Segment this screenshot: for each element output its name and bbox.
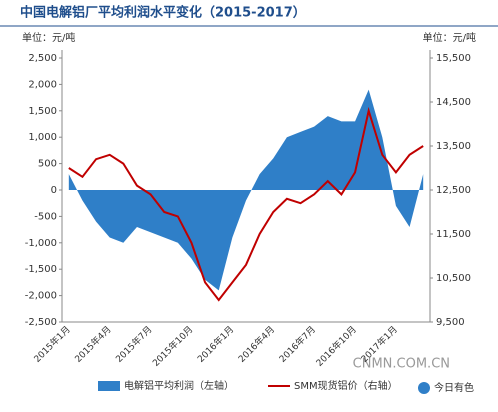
chart-title: 中国电解铝厂平均利润水平变化（2015-2017） — [20, 5, 306, 21]
legend-swatch — [98, 381, 120, 391]
annotation: 2017年第一季度受铝价回落影响铝厂利润缩水 — [86, 89, 291, 102]
y2-tick-label: 11,500 — [436, 229, 471, 240]
source-icon — [418, 382, 430, 394]
x-tick-label: 2016年4月 — [236, 323, 277, 364]
watermark: CNMN.COM.CN — [353, 357, 450, 372]
profit-area — [68, 89, 424, 291]
y2-tick-label: 12,500 — [436, 185, 471, 196]
source: 今日有色 — [434, 381, 474, 394]
legend-label: 电解铝平均利润（左轴） — [124, 379, 234, 392]
y-tick-label: 1,500 — [28, 106, 57, 117]
y2-tick-label: 10,500 — [436, 273, 471, 284]
x-tick-label: 2015年1月 — [31, 323, 72, 364]
y-tick-label: 2,000 — [28, 79, 57, 90]
x-tick-label: 2015年10月 — [150, 323, 196, 369]
price-line — [68, 106, 424, 302]
y-tick-label: -500 — [34, 211, 57, 222]
y-tick-label: 500 — [38, 159, 57, 170]
y-tick-label: 2,500 — [28, 53, 57, 64]
y-tick-label: 1,000 — [28, 132, 57, 143]
y-tick-label: 0 — [51, 185, 57, 196]
y2-tick-label: 15,500 — [436, 53, 471, 64]
x-tick-label: 2016年1月 — [195, 323, 236, 364]
y-tick-label: -2,000 — [25, 291, 57, 302]
annotation: 2016年国内电解铝企业平均利润为998元/吨 — [86, 73, 284, 86]
y2-tick-label: 13,500 — [436, 141, 471, 152]
y2-tick-label: 9,500 — [436, 317, 465, 328]
x-tick-label: 2015年7月 — [113, 323, 154, 364]
y2-tick-label: 14,500 — [436, 97, 471, 108]
y-tick-label: -2,500 — [25, 317, 57, 328]
x-tick-label: 2015年4月 — [72, 323, 113, 364]
y-tick-label: -1,000 — [25, 238, 57, 249]
y-tick-label: -1,500 — [25, 264, 57, 275]
y2-unit: 单位：元/吨 — [423, 31, 476, 44]
x-tick-label: 2016年7月 — [277, 323, 318, 364]
legend-label: SMM现货铝价（右轴） — [294, 379, 398, 392]
y-unit: 单位：元/吨 — [22, 31, 75, 44]
